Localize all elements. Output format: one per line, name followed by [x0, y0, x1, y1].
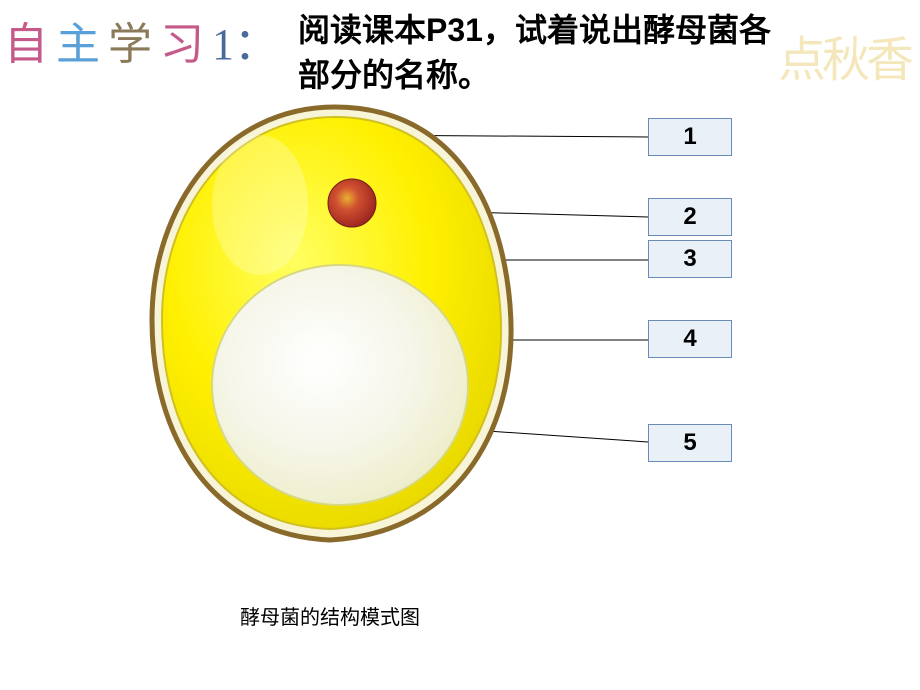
diagram-area: 1 2 3 4 5 [0, 90, 920, 610]
label-box-4: 4 [648, 320, 732, 358]
highlight [212, 135, 308, 275]
label-2: 2 [683, 203, 696, 231]
char-3: 学 [108, 20, 160, 69]
nucleus [328, 179, 376, 227]
label-box-5: 5 [648, 424, 732, 462]
label-3: 3 [683, 245, 696, 273]
label-box-2: 2 [648, 198, 732, 236]
cell-diagram [130, 95, 540, 555]
char-4: 习 [160, 20, 212, 69]
diagram-caption: 酵母菌的结构模式图 [240, 601, 420, 630]
label-4: 4 [683, 325, 696, 353]
vacuole [212, 265, 468, 505]
colon: ： [234, 20, 278, 69]
char-5: 1 [212, 20, 234, 69]
label-5: 5 [683, 429, 696, 457]
instruction-text: 阅读课本P31，试着说出酵母菌各部分的名称。 [298, 8, 798, 98]
label-box-3: 3 [648, 240, 732, 278]
label-box-1: 1 [648, 118, 732, 156]
char-1: 自 [4, 20, 56, 69]
section-title: 自主学习1： [0, 8, 278, 72]
label-1: 1 [683, 123, 696, 151]
char-2: 主 [56, 20, 108, 69]
